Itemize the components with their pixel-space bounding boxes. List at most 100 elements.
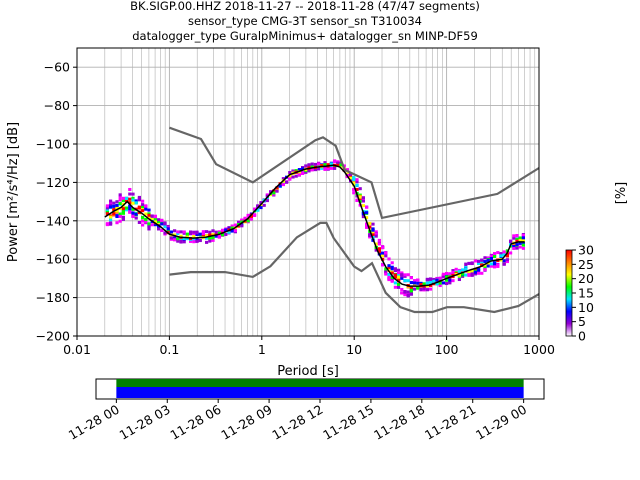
heatmap-cell <box>147 215 151 219</box>
y-tick-label: −60 <box>44 60 70 75</box>
heatmap-cell <box>208 230 212 234</box>
heatmap-cell <box>387 257 391 261</box>
heatmap-cell <box>326 163 330 167</box>
heatmap-cell <box>233 229 237 233</box>
heatmap-cell <box>144 220 148 224</box>
y-tick-label: −100 <box>36 137 70 152</box>
heatmap-cell <box>307 163 311 167</box>
heatmap-cell <box>403 274 407 278</box>
heatmap-cell <box>445 275 449 279</box>
heatmap-cell <box>390 267 394 271</box>
heatmap-cell <box>163 231 167 235</box>
heatmap-cell <box>429 287 433 291</box>
heatmap-cell <box>429 277 433 281</box>
heatmap-cell <box>150 214 154 218</box>
heatmap-cell <box>131 192 135 196</box>
heatmap-cell <box>310 162 314 166</box>
heatmap-cell <box>489 254 493 258</box>
x-tick-label: 10 <box>346 342 362 357</box>
heatmap-cell <box>451 270 455 274</box>
heatmap-cell <box>128 187 132 191</box>
heatmap-cell <box>269 190 273 194</box>
heatmap-cell <box>333 159 337 163</box>
heatmap-cell <box>509 251 513 255</box>
heatmap-cell <box>355 199 359 203</box>
heatmap-cell <box>512 236 516 240</box>
heatmap-cell <box>512 244 516 248</box>
heatmap-cell <box>393 275 397 279</box>
colorbar-tick-label: 5 <box>578 314 586 329</box>
heatmap-cell <box>377 240 381 244</box>
heatmap-cell <box>483 263 487 267</box>
heatmap-cell <box>105 222 109 226</box>
heatmap-cell <box>240 218 244 222</box>
heatmap-cell <box>457 273 461 277</box>
heatmap-cell <box>323 167 327 171</box>
heatmap-cell <box>365 205 369 209</box>
heatmap-cell <box>109 218 113 222</box>
heatmap-cell <box>390 276 394 280</box>
heatmap-cell <box>121 196 125 200</box>
heatmap-cell <box>157 227 161 231</box>
heatmap-cell <box>176 237 180 241</box>
colorbar-label: [%] <box>614 182 629 205</box>
heatmap-cell <box>493 265 497 269</box>
heatmap-cell <box>355 187 359 191</box>
heatmap-cell <box>307 169 311 173</box>
heatmap-cell <box>109 203 113 207</box>
heatmap-cell <box>470 272 474 276</box>
heatmap-cell <box>249 214 253 218</box>
heatmap-cell <box>115 200 119 204</box>
heatmap-cell <box>157 219 161 223</box>
x-tick-label: 0.1 <box>159 342 179 357</box>
time-tick-label: 11-28 12 <box>269 402 325 443</box>
heatmap-cell <box>448 278 452 282</box>
heatmap-cell <box>192 230 196 234</box>
heatmap-cell <box>435 278 439 282</box>
heatmap-cell <box>118 202 122 206</box>
heatmap-cell <box>425 278 429 282</box>
heatmap-cell <box>521 234 525 238</box>
heatmap-cell <box>512 246 516 250</box>
heatmap-cell <box>464 262 468 266</box>
heatmap-cell <box>195 230 199 234</box>
heatmap-cell <box>256 204 260 208</box>
heatmap-cell <box>153 214 157 218</box>
heatmap-cell <box>195 239 199 243</box>
heatmap-cell <box>240 220 244 224</box>
heatmap-cell <box>400 287 404 291</box>
heatmap-cell <box>361 204 365 208</box>
heatmap-cell <box>141 209 145 213</box>
heatmap-cell <box>371 233 375 237</box>
heatmap-cell <box>368 221 372 225</box>
heatmap-cell <box>425 288 429 292</box>
heatmap-cell <box>121 199 125 203</box>
heatmap-cell <box>493 254 497 258</box>
heatmap-cell <box>512 234 516 238</box>
heatmap-cell <box>422 282 426 286</box>
chart-title-line-3: datalogger_type GuralpMinimus+ datalogge… <box>132 29 478 43</box>
heatmap-cell <box>445 282 449 286</box>
colorbar-gradient <box>565 249 573 337</box>
colorbar-tick-label: 20 <box>578 271 594 286</box>
heatmap-cell <box>291 169 295 173</box>
heatmap-cell <box>211 238 215 242</box>
heatmap-cell <box>208 236 212 240</box>
heatmap-cell <box>397 273 401 277</box>
heatmap-cell <box>323 163 327 167</box>
heatmap-cell <box>355 183 359 187</box>
heatmap-cell <box>163 221 167 225</box>
heatmap-cell <box>521 236 525 240</box>
heatmap-cell <box>477 261 481 265</box>
heatmap-cell <box>422 287 426 291</box>
heatmap-cell <box>480 271 484 275</box>
colorbar-tick-label: 0 <box>578 329 586 344</box>
heatmap-cell <box>131 214 135 218</box>
heatmap-cell <box>451 269 455 273</box>
heatmap-cell <box>160 218 164 222</box>
heatmap-cell <box>438 284 442 288</box>
heatmap-cell <box>461 272 465 276</box>
heatmap-cell <box>211 229 215 233</box>
heatmap-cell <box>118 214 122 218</box>
